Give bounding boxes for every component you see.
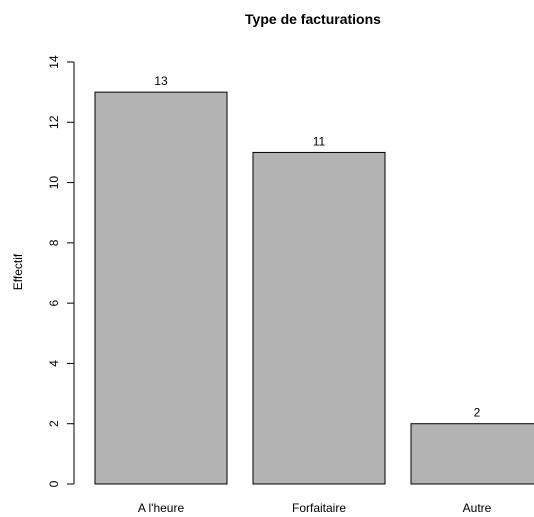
y-tick-label: 14 bbox=[47, 55, 61, 69]
y-tick-label: 12 bbox=[47, 115, 61, 129]
y-tick-label: 2 bbox=[47, 420, 61, 427]
y-tick-label: 0 bbox=[47, 480, 61, 487]
bar bbox=[94, 91, 228, 485]
y-tick-label: 4 bbox=[47, 360, 61, 367]
x-category-label: Forfaitaire bbox=[292, 501, 346, 515]
chart-title: Type de facturations bbox=[245, 11, 381, 27]
bar-value-label: 11 bbox=[313, 134, 326, 148]
bar-value-labels: 13 11 2 bbox=[154, 74, 480, 420]
y-axis-ticks: 0 2 4 6 8 10 12 14 bbox=[47, 55, 74, 487]
bar-value-label: 13 bbox=[154, 74, 168, 88]
bar-series bbox=[94, 91, 534, 485]
y-tick-label: 10 bbox=[47, 176, 61, 190]
x-category-label: A l'heure bbox=[138, 501, 185, 515]
bar bbox=[252, 151, 386, 485]
x-category-label: Autre bbox=[463, 501, 492, 515]
y-tick-label: 8 bbox=[47, 239, 61, 246]
x-axis-labels: A l'heure Forfaitaire Autre bbox=[138, 501, 492, 515]
y-axis-label: Effectif bbox=[11, 253, 25, 290]
bar bbox=[410, 423, 534, 485]
y-tick-label: 6 bbox=[47, 299, 61, 306]
bar-value-label: 2 bbox=[474, 406, 481, 420]
